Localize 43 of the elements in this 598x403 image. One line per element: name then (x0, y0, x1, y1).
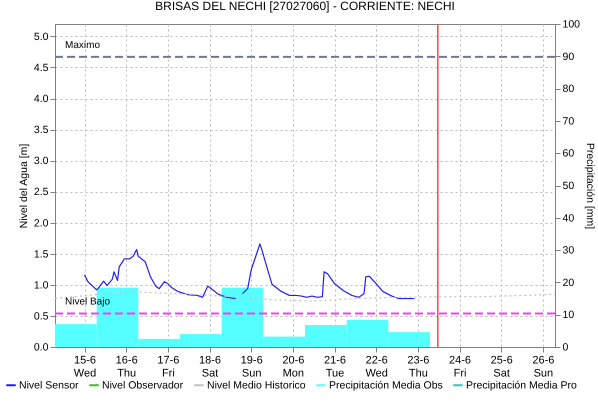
y2-tick-label: 30 (562, 244, 574, 257)
y-tick-label: 0.0 (34, 342, 49, 354)
y-tick-label: 3.5 (34, 124, 49, 136)
legend-label: Nivel Medio Historico (207, 379, 306, 392)
y-tick-label: 2.5 (34, 186, 49, 198)
y-tick-label: 1.5 (34, 248, 49, 260)
x-tick-label: 24-6 Fri (449, 354, 472, 380)
x-tick-label: 20-6 Mon (282, 354, 304, 380)
legend-label: Precipitación Media Pro (466, 379, 578, 392)
ref-line-label: Maximo (65, 40, 100, 51)
legend-label: Precipitación Media Obs (329, 379, 443, 392)
y2-tick-label: 0 (562, 342, 568, 354)
x-tick-label: 21-6 Tue (324, 354, 346, 380)
y2-tick-label: 40 (562, 212, 574, 224)
y-tick-label: 0.5 (34, 310, 49, 322)
y2-tick-label: 70 (562, 115, 574, 128)
y-tick-label: 3.0 (34, 155, 49, 168)
x-tick-label: 22-6 Wed (365, 354, 388, 380)
y2-tick-label: 20 (562, 276, 574, 289)
y2-tick-label: 10 (562, 309, 574, 322)
x-tick-label: 15-6 Wed (74, 354, 96, 380)
y2-tick-label: 60 (562, 148, 574, 160)
y2-tick-label: 90 (562, 50, 574, 63)
y-tick-label: 2.0 (34, 217, 49, 230)
chart-title: BRISAS DEL NECHI [27027060] - CORRIENTE: NECHI (155, 0, 455, 13)
x-tick-label: 25-6 Sat (490, 354, 513, 380)
legend-label: Nivel Sensor (19, 379, 80, 392)
x-tick-label: 19-6 Sun (240, 354, 263, 380)
y2-tick-label: 80 (562, 83, 574, 96)
y-axis-title: Nivel del Agua [m] (18, 144, 30, 228)
y2-axis-title: Precipitación [mm] (584, 142, 596, 230)
y2-tick-label: 100 (562, 18, 580, 30)
x-tick-label: 26-6 Sun (532, 354, 554, 380)
x-tick-label: 17-6 Fri (157, 354, 180, 380)
y2-tick-label: 50 (562, 180, 574, 192)
y-tick-label: 5.0 (34, 30, 49, 43)
y-tick-label: 4.0 (34, 93, 49, 106)
legend-label: Nivel Observador (102, 379, 184, 392)
y-tick-label: 1.0 (34, 279, 49, 292)
x-tick-label: 18-6 Sat (199, 354, 222, 380)
y-tick-label: 4.5 (34, 62, 49, 74)
x-tick-label: 16-6 Thu (116, 354, 138, 380)
x-tick-label: 23-6 Thu (407, 354, 430, 380)
